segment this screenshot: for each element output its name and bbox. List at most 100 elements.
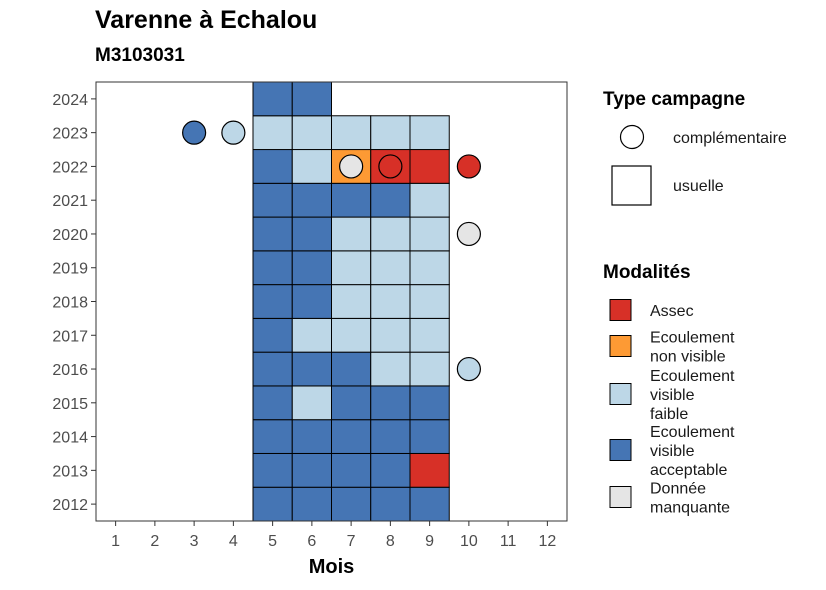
legend-label-manquante-1: Donnée	[650, 481, 706, 498]
tile-2013-7	[331, 452, 372, 488]
tile-2021-8	[370, 182, 411, 218]
tile-2020-9	[409, 216, 450, 252]
y-tick-label-2012: 2012	[52, 497, 88, 514]
tile-2019-6	[291, 250, 332, 286]
tile-2021-6	[291, 182, 332, 218]
tile-2016-8	[370, 351, 411, 387]
chart-subtitle: M3103031	[95, 45, 185, 66]
tile-2019-8	[370, 250, 411, 286]
tile-2013-9	[409, 452, 450, 488]
legend-label-acceptable-1: Ecoulement	[650, 424, 735, 441]
legend-key-acceptable	[609, 439, 632, 461]
tile-2014-5	[252, 419, 293, 454]
legend-key-manquante	[609, 486, 632, 508]
legend-label-nonvisible-1: Ecoulement	[650, 330, 735, 347]
x-tick-label-8: 8	[386, 533, 395, 550]
tile-2017-6	[291, 317, 332, 353]
legend-key-nonvisible	[609, 335, 632, 357]
y-tick-label-2017: 2017	[52, 328, 88, 345]
tile-2022-5	[252, 149, 293, 184]
legend-square-key	[611, 165, 652, 206]
tile-2017-9	[409, 317, 450, 353]
legend-circle-key	[619, 124, 645, 150]
legend-type-label-usuelle: usuelle	[673, 178, 724, 195]
tile-2019-5	[252, 250, 293, 286]
legend-key-faible	[609, 383, 632, 405]
tile-2012-8	[370, 486, 411, 521]
x-tick-label-3: 3	[190, 533, 199, 550]
tile-2022-9	[409, 149, 450, 184]
tile-2015-6	[291, 385, 332, 421]
tile-2014-9	[409, 419, 450, 454]
tile-2019-7	[331, 250, 372, 286]
legend-type-title: Type campagne	[603, 89, 745, 110]
tile-2020-7	[331, 216, 372, 252]
x-tick-label-12: 12	[538, 533, 556, 550]
y-tick-label-2016: 2016	[52, 362, 88, 379]
chart-title: Varenne à Echalou	[95, 6, 318, 34]
x-tick-label-10: 10	[460, 533, 478, 550]
point-2022-10	[456, 154, 481, 179]
point-2023-3	[182, 120, 207, 145]
tile-2021-7	[331, 182, 372, 218]
tile-2012-6	[291, 486, 332, 521]
tile-2018-5	[252, 284, 293, 319]
legend-mod-title: Modalités	[603, 262, 691, 283]
x-tick-label-7: 7	[347, 533, 356, 550]
y-tick-label-2022: 2022	[52, 159, 88, 176]
tile-2017-5	[252, 317, 293, 353]
legend-label-acceptable-2: visible	[650, 443, 695, 460]
tile-2013-8	[370, 452, 411, 488]
tile-2018-9	[409, 284, 450, 319]
tile-2015-7	[331, 385, 372, 421]
legend-type-label-complementaire: complémentaire	[673, 130, 787, 147]
legend-label-faible-2: visible	[650, 387, 695, 404]
tile-2016-7	[331, 351, 372, 387]
legend-label-manquante-2: manquante	[650, 500, 730, 517]
y-tick-label-2020: 2020	[52, 227, 88, 244]
tile-2012-5	[252, 486, 293, 521]
y-tick-label-2023: 2023	[52, 126, 88, 143]
tile-2021-5	[252, 182, 293, 218]
tile-2016-9	[409, 351, 450, 387]
legend-label-faible-3: faible	[650, 406, 688, 423]
tile-2012-9	[409, 486, 450, 521]
y-tick-label-2013: 2013	[52, 463, 88, 480]
tile-2015-9	[409, 385, 450, 421]
x-tick-label-9: 9	[425, 533, 434, 550]
tile-2013-6	[291, 452, 332, 488]
y-tick-label-2018: 2018	[52, 295, 88, 312]
tile-2017-8	[370, 317, 411, 353]
tile-2015-8	[370, 385, 411, 421]
x-tick-label-1: 1	[111, 533, 120, 550]
tile-2023-8	[370, 115, 411, 151]
point-2023-4	[221, 120, 246, 145]
tile-2016-5	[252, 351, 293, 387]
tile-2013-5	[252, 452, 293, 488]
legend-key-assec	[609, 299, 632, 321]
legend-label-faible-1: Ecoulement	[650, 368, 735, 385]
x-tick-label-2: 2	[150, 533, 159, 550]
tile-2016-6	[291, 351, 332, 387]
tile-2012-7	[331, 486, 372, 521]
y-tick-label-2014: 2014	[52, 430, 88, 447]
x-tick-label-6: 6	[307, 533, 316, 550]
tile-2018-8	[370, 284, 411, 319]
legend-label-acceptable-3: acceptable	[650, 462, 727, 479]
tile-2015-5	[252, 385, 293, 421]
tile-2014-8	[370, 419, 411, 454]
x-tick-label-5: 5	[268, 533, 277, 550]
legend-label-nonvisible-2: non visible	[650, 349, 726, 366]
tile-2023-9	[409, 115, 450, 151]
tile-2020-6	[291, 216, 332, 252]
tile-2022-6	[291, 149, 332, 184]
legend-label-assec-1: Assec	[650, 303, 694, 320]
y-tick-label-2015: 2015	[52, 396, 88, 413]
x-axis-title: Mois	[309, 556, 355, 578]
tile-2014-6	[291, 419, 332, 454]
plot-panel	[182, 82, 481, 521]
tile-2019-9	[409, 250, 450, 286]
x-tick-label-11: 11	[500, 533, 517, 550]
tile-2020-5	[252, 216, 293, 252]
